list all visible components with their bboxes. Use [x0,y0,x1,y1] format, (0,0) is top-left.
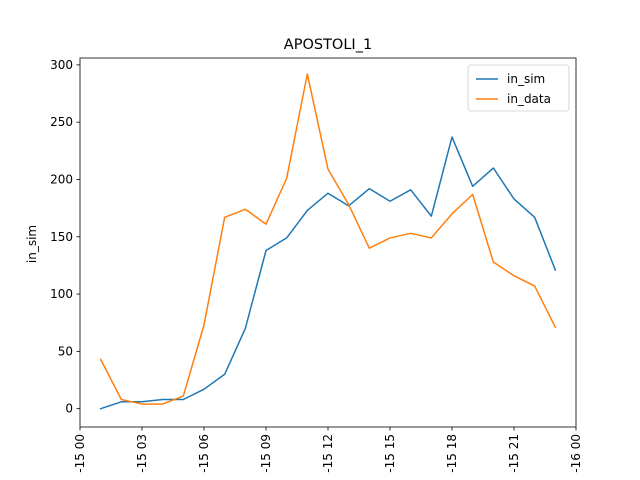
x-tick-label: -16 00 [569,434,583,473]
x-tick-label: -15 06 [197,434,211,473]
x-tick-label: -15 18 [445,434,459,473]
series-line-in-data [99,73,557,405]
chart-title: APOSTOLI_1 [284,37,372,53]
y-tick-label: 50 [58,344,73,358]
y-tick-label: 300 [50,58,73,72]
legend-entry: in_data [507,92,551,106]
legend-entry: in_sim [507,72,545,86]
y-axis-label: in_sim [25,225,39,263]
x-tick-label: -15 09 [259,434,273,473]
x-tick-label: -15 21 [507,434,521,473]
y-tick-label: 200 [50,172,73,186]
x-tick-label: -15 03 [135,434,149,473]
x-tick-label: -15 15 [383,434,397,473]
legend: in_sim in_data [467,64,570,112]
x-tick-label: -15 12 [321,434,335,473]
plot-area: 0 50 100 150 200 250 300 -15 00 -15 03 -15 06 -15 … [50,57,583,473]
y-tick-label: 100 [50,287,73,301]
y-tick-label: 0 [65,402,73,416]
y-tick-label: 150 [50,230,73,244]
y-tick-label: 250 [50,115,73,129]
x-tick-label: -15 00 [73,434,87,473]
